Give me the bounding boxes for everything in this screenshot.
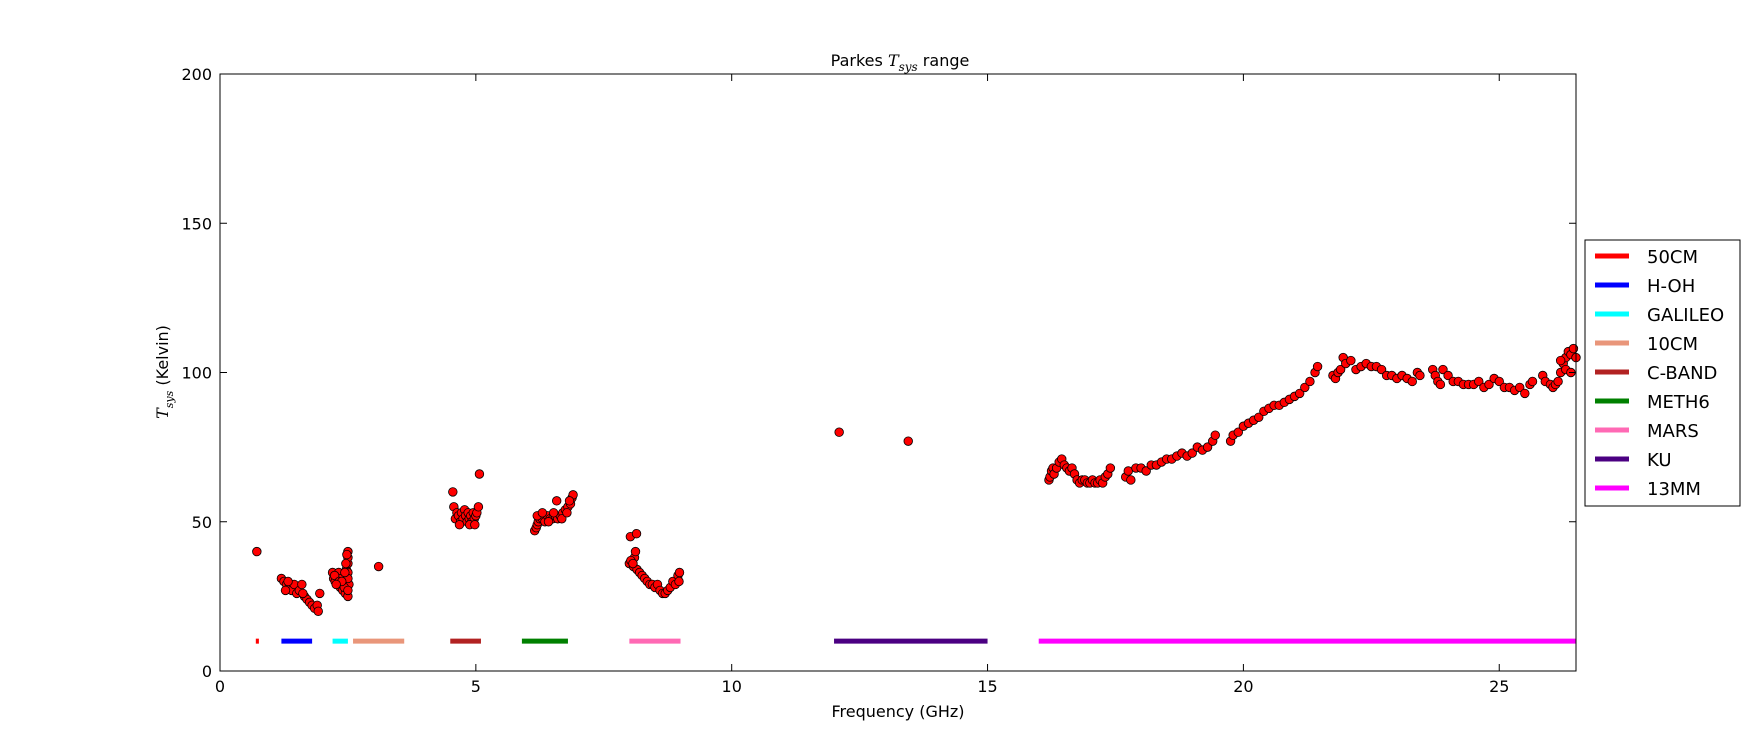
data-point xyxy=(1494,376,1504,387)
x-tick-label: 20 xyxy=(1233,677,1253,696)
data-point xyxy=(562,508,572,518)
data-point xyxy=(1346,355,1356,366)
legend-label-13mm: 13MM xyxy=(1647,479,1701,500)
y-axis-label-suffix: (Kelvin) xyxy=(153,325,172,391)
data-point xyxy=(834,427,844,437)
data-point xyxy=(340,567,350,578)
data-point xyxy=(343,585,353,596)
data-point xyxy=(564,496,575,506)
data-point xyxy=(1515,382,1525,393)
data-point xyxy=(1300,382,1310,393)
data-point xyxy=(674,567,685,578)
data-point xyxy=(1141,466,1151,476)
legend-label-galileo: GALILEO xyxy=(1647,305,1724,326)
data-point xyxy=(1527,376,1538,387)
data-point xyxy=(331,579,341,590)
data-point xyxy=(1233,427,1243,437)
data-point xyxy=(341,558,351,569)
data-point xyxy=(1202,442,1213,452)
y-tick-label: 100 xyxy=(181,364,212,383)
chart-title: Parkes Tsys range xyxy=(831,51,970,74)
data-point xyxy=(1294,388,1305,399)
data-point xyxy=(1555,355,1566,366)
y-tick-label: 150 xyxy=(181,214,212,233)
data-point xyxy=(474,469,485,479)
data-point xyxy=(631,528,642,539)
data-point xyxy=(1376,364,1387,375)
data-point xyxy=(674,576,684,587)
data-point xyxy=(557,514,567,524)
data-point xyxy=(283,576,293,587)
legend-label-50cm: 50CM xyxy=(1647,247,1698,268)
data-point xyxy=(454,520,465,530)
legend-label-c-band: C-BAND xyxy=(1647,363,1717,384)
data-point xyxy=(1254,412,1264,422)
y-tick-label: 50 xyxy=(192,513,212,532)
x-tick-label: 0 xyxy=(215,677,225,696)
data-point xyxy=(1520,388,1530,399)
data-point xyxy=(1484,379,1494,390)
y-axis-label: Tsys (Kelvin) xyxy=(153,325,176,419)
data-point xyxy=(1438,364,1448,375)
data-point xyxy=(630,546,641,557)
data-point xyxy=(551,496,562,506)
data-point xyxy=(1312,361,1323,372)
data-point xyxy=(628,558,638,569)
data-point xyxy=(1553,376,1563,387)
legend-label-mars: MARS xyxy=(1647,421,1699,442)
data-point xyxy=(373,561,384,572)
legend-label-meth6: METH6 xyxy=(1647,392,1710,413)
data-point xyxy=(342,549,352,560)
data-point xyxy=(252,546,262,557)
x-tick-label: 25 xyxy=(1489,677,1509,696)
data-point xyxy=(1335,364,1346,375)
data-point xyxy=(1187,448,1197,458)
data-point xyxy=(903,436,913,446)
data-point xyxy=(537,508,548,518)
data-point xyxy=(548,508,559,518)
chart-title-prefix: Parkes xyxy=(831,51,888,70)
chart-title-sub: sys xyxy=(899,60,918,74)
y-axis-label-sub: sys xyxy=(163,390,176,408)
chart-title-suffix: range xyxy=(918,51,970,70)
data-point xyxy=(1305,376,1315,387)
data-point xyxy=(313,606,323,617)
data-point xyxy=(1407,376,1417,387)
y-tick-label: 200 xyxy=(181,65,212,84)
data-point xyxy=(543,517,554,527)
legend-label-h-oh: H-OH xyxy=(1647,276,1695,297)
x-tick-label: 15 xyxy=(977,677,997,696)
data-point xyxy=(298,588,308,599)
data-point xyxy=(1435,379,1446,390)
legend-label-ku: KU xyxy=(1647,450,1672,471)
data-point xyxy=(1105,463,1116,473)
data-point xyxy=(280,585,291,596)
data-point xyxy=(1474,376,1484,387)
data-point xyxy=(315,588,325,599)
y-axis-label-math: T xyxy=(153,407,172,419)
data-point xyxy=(448,487,458,497)
data-point xyxy=(297,579,307,590)
data-point xyxy=(1210,430,1220,440)
data-point xyxy=(1415,370,1425,381)
data-point xyxy=(1443,370,1453,381)
x-tick-label: 10 xyxy=(722,677,742,696)
data-point xyxy=(470,520,480,530)
legend: 50CM H-OH GALILEO 10CM C-BAND METH6 MARS KU 13MM xyxy=(1584,239,1741,507)
data-point xyxy=(473,502,484,512)
legend-label-10cm: 10CM xyxy=(1647,334,1698,355)
y-tick-label: 0 xyxy=(202,662,212,681)
x-tick-label: 5 xyxy=(471,677,481,696)
data-point xyxy=(1126,475,1136,485)
chart-title-math: T xyxy=(888,51,900,70)
x-axis-label: Frequency (GHz) xyxy=(831,702,964,721)
